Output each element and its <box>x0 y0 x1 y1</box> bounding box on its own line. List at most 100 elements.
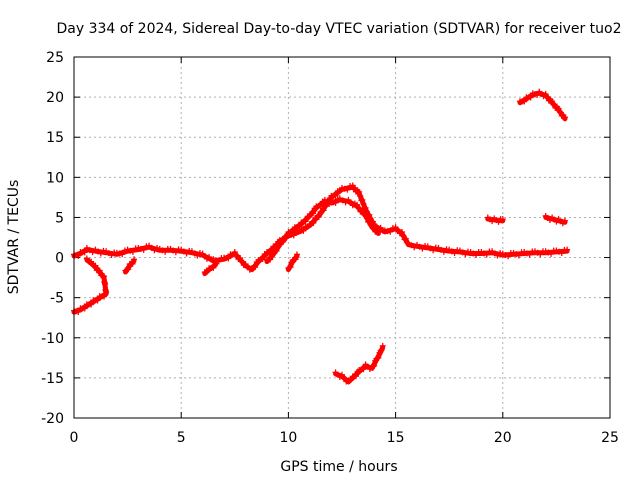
data-point <box>273 248 280 255</box>
data-point <box>81 249 88 256</box>
data-point <box>384 228 391 235</box>
x-axis-title: GPS time / hours <box>280 459 397 475</box>
data-point <box>451 250 458 257</box>
series-lower-arc <box>332 342 386 385</box>
data-point <box>561 217 568 224</box>
data-point <box>289 228 296 235</box>
data-point <box>93 267 100 274</box>
data-point <box>523 250 530 257</box>
x-tick-label: 5 <box>177 430 186 446</box>
data-point <box>332 192 339 199</box>
data-point <box>499 250 506 257</box>
data-point <box>210 264 217 271</box>
data-point <box>102 286 109 293</box>
data-point <box>267 256 274 263</box>
data-point <box>355 205 362 212</box>
data-point <box>75 252 82 259</box>
data-point <box>366 218 373 225</box>
data-point <box>347 376 354 383</box>
data-point <box>135 245 142 252</box>
data-point <box>534 92 541 99</box>
data-point <box>125 266 132 273</box>
data-point <box>339 184 345 191</box>
y-tick-label: -15 <box>41 371 64 387</box>
data-point <box>510 249 517 256</box>
data-point <box>502 251 509 258</box>
data-point <box>113 249 120 256</box>
series-upper-branch <box>263 195 382 265</box>
x-tick-label: 0 <box>70 430 79 446</box>
data-point <box>478 249 485 256</box>
y-tick-label: -5 <box>50 291 64 307</box>
data-point <box>101 278 108 285</box>
data-point <box>558 250 565 257</box>
data-point <box>370 225 377 232</box>
data-point <box>259 256 266 263</box>
plot-frame <box>73 56 611 419</box>
data-point <box>124 246 131 253</box>
data-point <box>515 252 522 259</box>
data-point <box>119 251 126 258</box>
data-point <box>88 301 95 308</box>
data-point <box>369 222 376 229</box>
data-point <box>315 213 322 220</box>
data-point <box>513 251 520 258</box>
data-point <box>320 207 327 214</box>
data-point <box>231 249 238 256</box>
data-point <box>548 250 555 257</box>
data-point <box>121 247 128 254</box>
data-point <box>521 249 528 256</box>
y-tick-label: 0 <box>55 251 64 267</box>
y-tick-label: -20 <box>41 411 64 427</box>
data-point <box>521 98 528 105</box>
data-point <box>545 249 552 256</box>
data-point <box>362 204 369 211</box>
y-tick-label: 10 <box>46 170 64 186</box>
series-morning-tail <box>71 255 110 316</box>
data-point <box>499 216 506 223</box>
data-point <box>172 249 179 256</box>
data-point <box>215 258 222 265</box>
data-point <box>81 305 88 312</box>
data-point <box>481 250 488 257</box>
series-dip-tail-3 <box>285 251 300 273</box>
data-point <box>402 235 409 242</box>
data-point <box>392 224 399 231</box>
grid <box>74 57 610 418</box>
data-point <box>83 255 90 262</box>
data-point <box>549 98 556 105</box>
data-point <box>537 251 544 258</box>
data-point <box>556 248 563 255</box>
data-point <box>359 207 366 214</box>
data-point <box>210 256 217 263</box>
data-point <box>550 101 557 108</box>
x-tick-label: 10 <box>279 430 297 446</box>
data-point <box>129 260 136 267</box>
data-point <box>332 199 339 206</box>
data-point <box>302 218 309 225</box>
data-point <box>90 262 97 269</box>
data-point <box>237 255 244 262</box>
y-tick-label: 25 <box>46 50 64 66</box>
data-point <box>233 252 240 259</box>
data-point <box>336 187 343 194</box>
data-point <box>526 251 533 258</box>
data-point <box>378 346 385 353</box>
series-dip-tail-2 <box>201 260 219 277</box>
data-point <box>339 371 345 378</box>
data-point <box>293 251 300 258</box>
data-point <box>154 245 161 252</box>
data-point <box>557 109 564 116</box>
data-point <box>555 105 562 112</box>
data-point <box>362 211 369 218</box>
data-point <box>399 228 406 235</box>
x-tick-label: 20 <box>494 430 512 446</box>
data-point <box>375 354 382 361</box>
y-tick-label: 5 <box>55 210 64 226</box>
data-point <box>131 256 138 263</box>
data-point <box>404 239 411 246</box>
data-point <box>341 375 348 382</box>
data-point <box>359 196 366 203</box>
series-dip-tail-1 <box>122 256 138 275</box>
data-point <box>212 260 219 267</box>
